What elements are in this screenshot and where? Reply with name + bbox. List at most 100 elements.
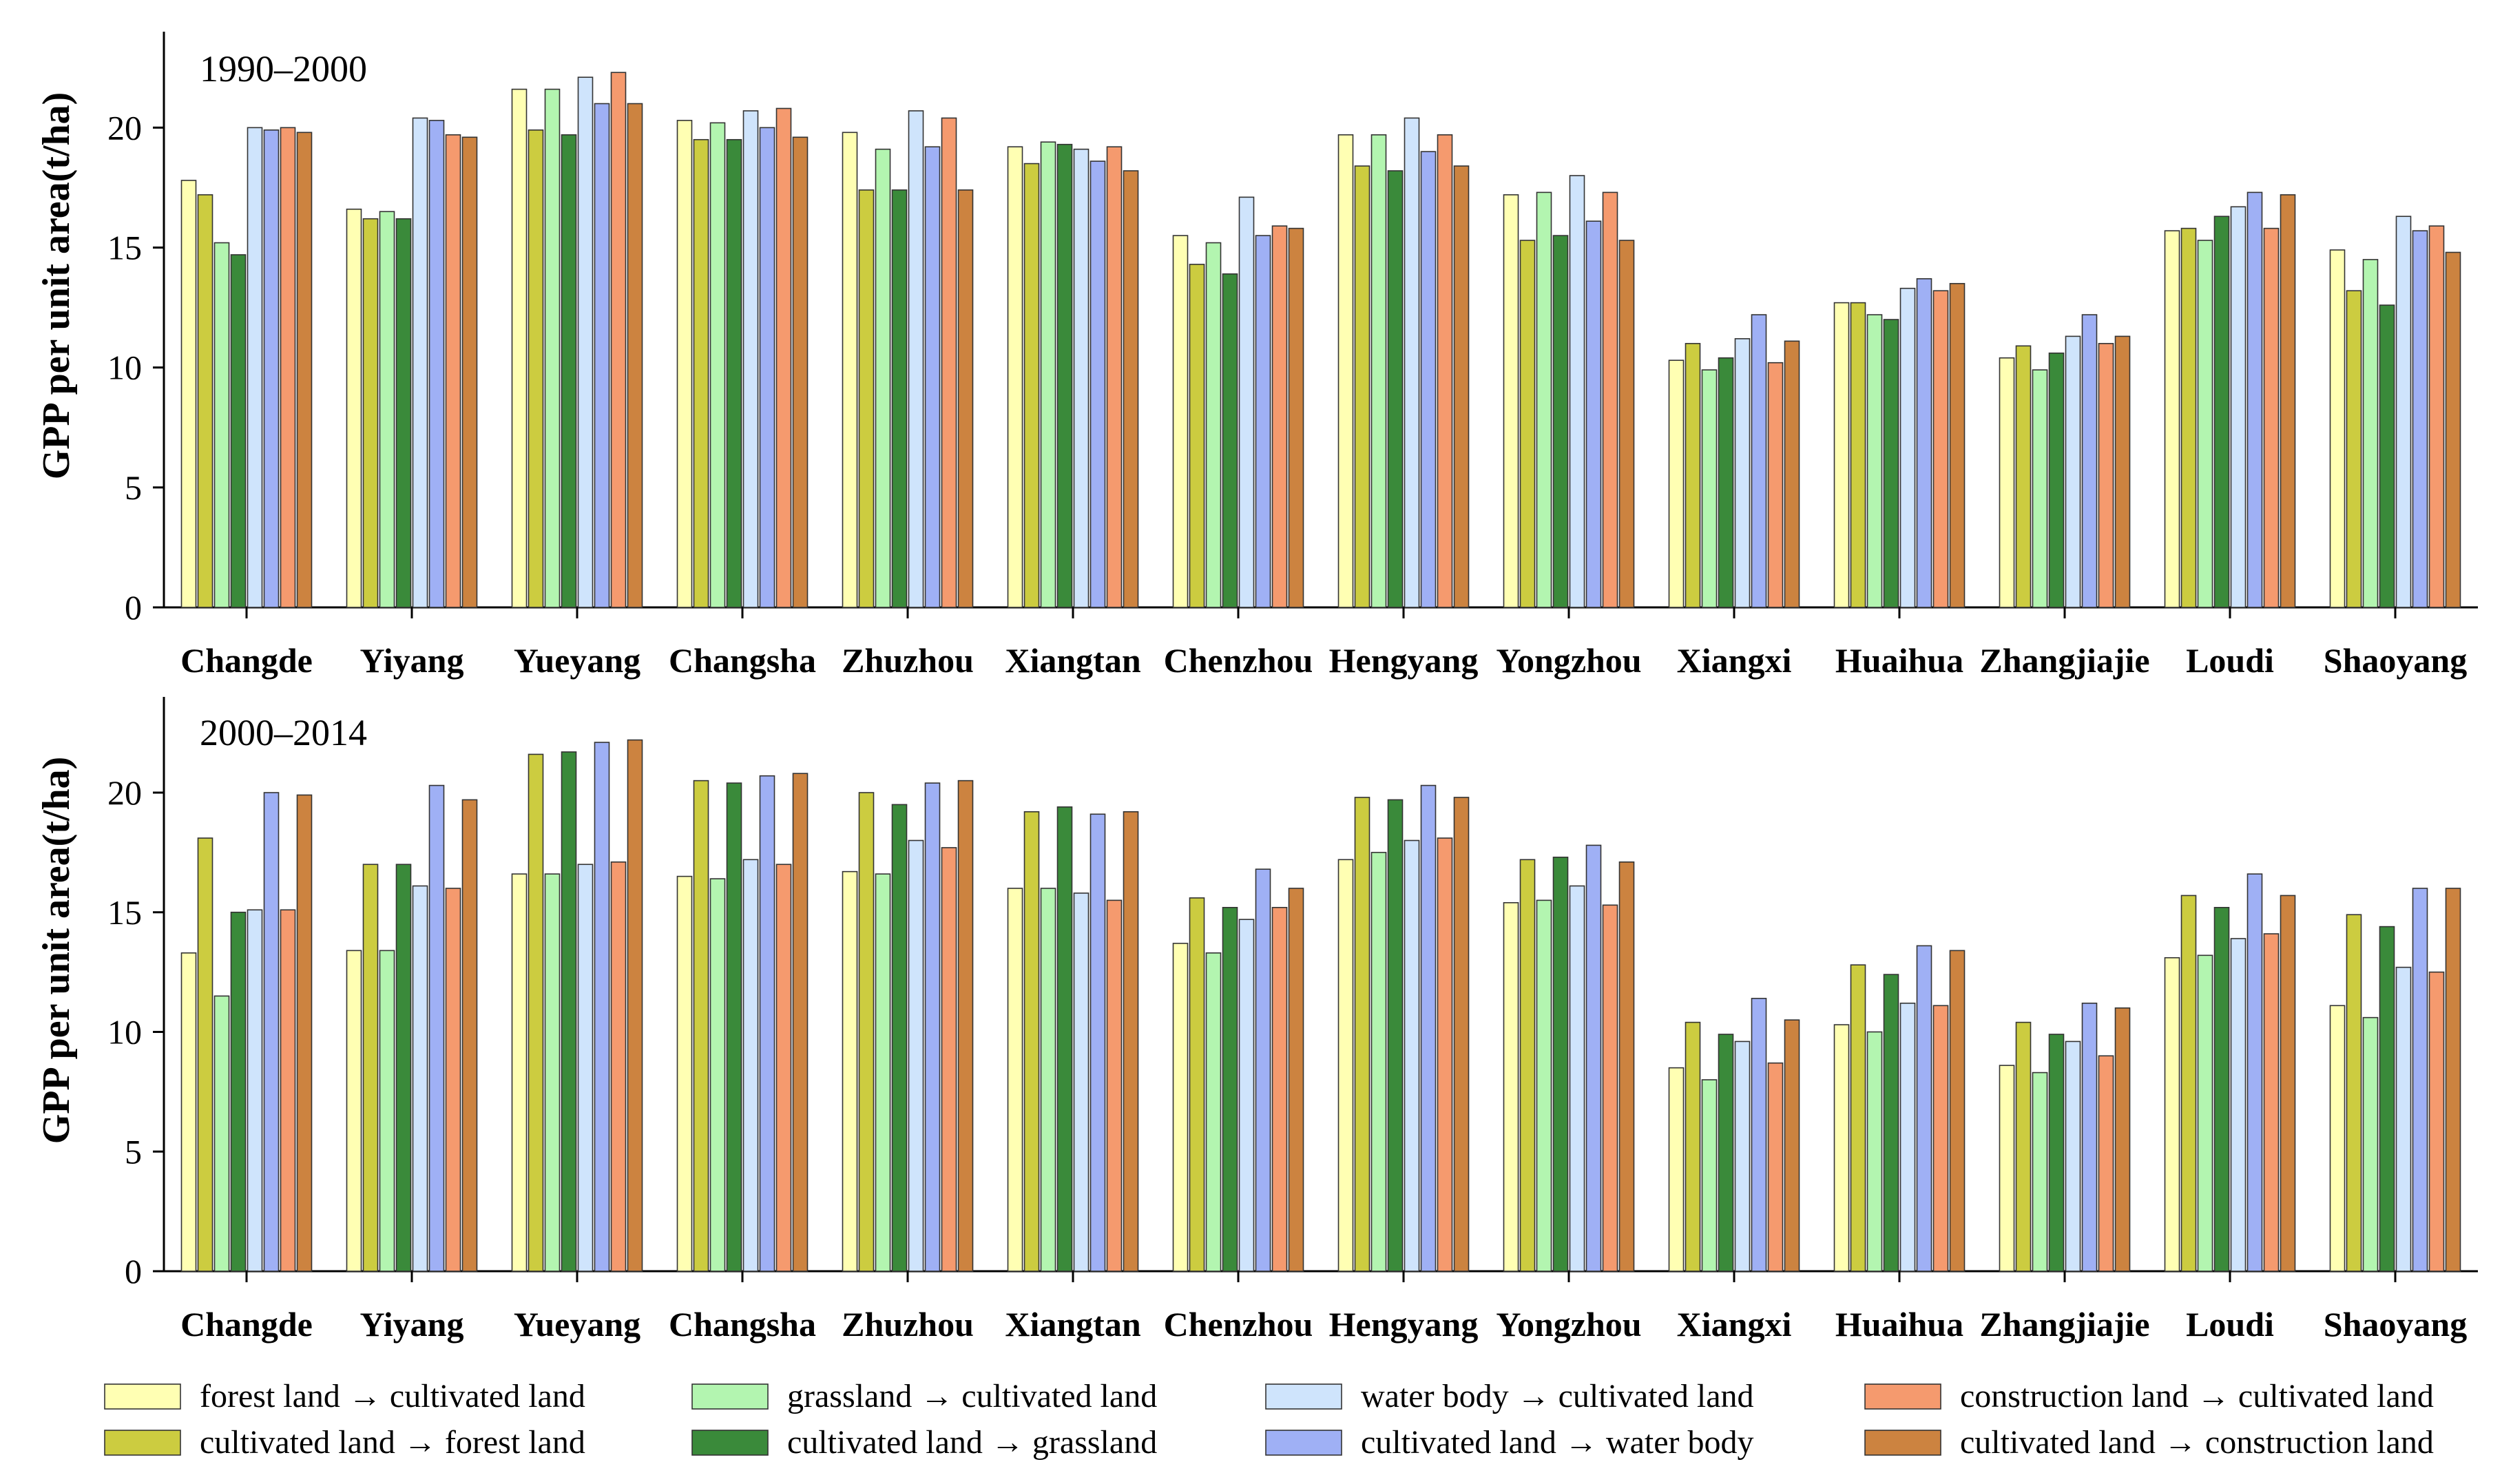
bar-zhuzhou-cultivated-land-water-body xyxy=(924,782,941,1272)
bar-zhuzhou-cultivated-land-forest-land xyxy=(858,792,875,1272)
bar-xiangtan-forest-land-cultivated-land xyxy=(1007,146,1023,608)
bar-loudi-water-body-cultivated-land xyxy=(2230,938,2246,1272)
bar-shaoyang-forest-land-cultivated-land xyxy=(2329,249,2346,608)
x-category-label: Yiyang xyxy=(360,641,464,680)
axes xyxy=(163,697,2478,1273)
bar-zhangjiajie-construction-land-cultivated-land xyxy=(2098,1055,2114,1272)
x-category-label: Shaoyang xyxy=(2324,641,2467,680)
x-category-label: Changde xyxy=(180,1305,313,1344)
bar-changsha-construction-land-cultivated-land xyxy=(775,107,792,608)
bar-huaihua-grassland-cultivated-land xyxy=(1866,1031,1883,1272)
bar-xiangxi-forest-land-cultivated-land xyxy=(1668,1067,1685,1272)
x-category-label: Xiangxi xyxy=(1677,641,1792,680)
bar-shaoyang-grassland-cultivated-land xyxy=(2362,259,2379,608)
x-category-label: Zhuzhou xyxy=(842,641,974,680)
bar-shaoyang-grassland-cultivated-land xyxy=(2362,1016,2379,1272)
bar-xiangtan-cultivated-land-forest-land xyxy=(1023,811,1040,1272)
y-tick-label: 5 xyxy=(125,468,142,507)
legend-label: cultivated land → water body xyxy=(1361,1424,1754,1461)
bar-yongzhou-cultivated-land-grassland xyxy=(1552,857,1569,1272)
bar-zhangjiajie-cultivated-land-forest-land xyxy=(2015,1021,2032,1272)
bar-yiyang-construction-land-cultivated-land xyxy=(445,888,461,1272)
bar-changde-cultivated-land-forest-land xyxy=(197,194,213,608)
bar-zhangjiajie-cultivated-land-grassland xyxy=(2048,352,2065,608)
bar-xiangtan-cultivated-land-construction-land xyxy=(1123,170,1139,608)
bar-changsha-cultivated-land-water-body xyxy=(759,127,775,608)
bar-yiyang-water-body-cultivated-land xyxy=(412,885,428,1272)
x-category-label: Changsha xyxy=(669,641,816,680)
bar-chenzhou-water-body-cultivated-land xyxy=(1238,919,1255,1272)
bar-loudi-cultivated-land-grassland xyxy=(2213,907,2230,1272)
bar-xiangtan-cultivated-land-construction-land xyxy=(1123,811,1139,1272)
x-category-label: Zhangjiajie xyxy=(1979,641,2149,680)
bar-xiangxi-construction-land-cultivated-land xyxy=(1767,362,1784,608)
bar-changsha-water-body-cultivated-land xyxy=(742,859,759,1272)
bar-yiyang-cultivated-land-forest-land xyxy=(362,864,379,1272)
bar-loudi-cultivated-land-forest-land xyxy=(2180,227,2197,608)
bar-zhuzhou-grassland-cultivated-land xyxy=(875,148,891,608)
bar-yueyang-cultivated-land-grassland xyxy=(561,751,577,1272)
legend-swatch xyxy=(104,1430,181,1456)
bar-hengyang-cultivated-land-water-body xyxy=(1420,151,1437,608)
bar-shaoyang-construction-land-cultivated-land xyxy=(2428,225,2445,608)
bar-shaoyang-cultivated-land-forest-land xyxy=(2346,290,2362,608)
y-tick-label: 0 xyxy=(125,1252,142,1290)
panel-title: 1990–2000 xyxy=(200,48,367,90)
bar-huaihua-cultivated-land-grassland xyxy=(1883,974,1899,1272)
bar-changde-construction-land-cultivated-land xyxy=(280,909,296,1272)
bar-chenzhou-forest-land-cultivated-land xyxy=(1172,943,1189,1272)
bar-changde-forest-land-cultivated-land xyxy=(180,952,197,1272)
bar-zhuzhou-forest-land-cultivated-land xyxy=(842,132,858,608)
bar-yiyang-cultivated-land-construction-land xyxy=(461,136,478,608)
bar-hengyang-forest-land-cultivated-land xyxy=(1337,134,1354,608)
x-category-label: Chenzhou xyxy=(1164,641,1313,680)
bar-hengyang-water-body-cultivated-land xyxy=(1404,839,1420,1272)
bar-zhuzhou-water-body-cultivated-land xyxy=(908,110,924,608)
legend-item-construction-land-cultivated-land: construction land → cultivated land xyxy=(1864,1378,2434,1414)
bar-changde-water-body-cultivated-land xyxy=(247,127,263,608)
bar-huaihua-cultivated-land-construction-land xyxy=(1949,282,1966,608)
bar-changde-cultivated-land-grassland xyxy=(230,911,247,1272)
bar-zhuzhou-construction-land-cultivated-land xyxy=(941,117,957,608)
bar-xiangtan-cultivated-land-grassland xyxy=(1056,806,1073,1272)
bar-loudi-cultivated-land-construction-land xyxy=(2280,194,2296,608)
legend-label: water body → cultivated land xyxy=(1361,1378,1754,1414)
bar-yongzhou-cultivated-land-grassland xyxy=(1552,235,1569,608)
bar-changsha-cultivated-land-water-body xyxy=(759,775,775,1272)
legend-swatch xyxy=(1265,1383,1342,1410)
bar-chenzhou-cultivated-land-forest-land xyxy=(1189,897,1205,1272)
bar-zhangjiajie-cultivated-land-water-body xyxy=(2081,1003,2098,1272)
x-category-labels: Changde Yiyang Yueyang Changsha Zhuzhou Xiang… xyxy=(180,1271,2467,1344)
bar-zhangjiajie-grassland-cultivated-land xyxy=(2032,369,2048,608)
bar-yongzhou-grassland-cultivated-land xyxy=(1536,899,1552,1272)
bar-xiangxi-water-body-cultivated-land xyxy=(1734,1041,1751,1272)
bar-changde-cultivated-land-water-body xyxy=(263,129,280,608)
bar-shaoyang-cultivated-land-water-body xyxy=(2412,230,2428,608)
bar-yueyang-water-body-cultivated-land xyxy=(577,864,594,1272)
bar-changde-grassland-cultivated-land xyxy=(213,242,230,608)
legend-label: grassland → cultivated land xyxy=(787,1378,1157,1414)
bar-chenzhou-grassland-cultivated-land xyxy=(1205,242,1222,608)
y-axis-label: GPP per unit area(t/ha) xyxy=(35,92,78,480)
bar-shaoyang-cultivated-land-construction-land xyxy=(2445,888,2461,1272)
bar-loudi-cultivated-land-water-body xyxy=(2246,191,2263,608)
x-category-label: Hengyang xyxy=(1329,1305,1479,1344)
bar-xiangtan-grassland-cultivated-land xyxy=(1040,141,1056,608)
bar-changsha-cultivated-land-construction-land xyxy=(792,136,809,608)
bar-yongzhou-construction-land-cultivated-land xyxy=(1602,191,1618,608)
bar-huaihua-cultivated-land-forest-land xyxy=(1850,302,1866,608)
bar-zhuzhou-forest-land-cultivated-land xyxy=(842,870,858,1272)
bar-chenzhou-grassland-cultivated-land xyxy=(1205,952,1222,1272)
x-category-label: Changsha xyxy=(669,1305,816,1344)
bar-yueyang-water-body-cultivated-land xyxy=(577,76,594,608)
bar-xiangxi-cultivated-land-grassland xyxy=(1718,1034,1734,1272)
bar-yongzhou-construction-land-cultivated-land xyxy=(1602,904,1618,1272)
bar-hengyang-cultivated-land-construction-land xyxy=(1453,165,1470,608)
bar-loudi-forest-land-cultivated-land xyxy=(2164,957,2180,1272)
bar-chenzhou-cultivated-land-water-body xyxy=(1255,868,1271,1272)
bar-chenzhou-cultivated-land-grassland xyxy=(1222,907,1238,1272)
bar-yongzhou-cultivated-land-water-body xyxy=(1585,220,1602,608)
bar-xiangxi-forest-land-cultivated-land xyxy=(1668,359,1685,608)
bar-shaoyang-cultivated-land-grassland xyxy=(2379,304,2395,608)
bar-xiangxi-cultivated-land-water-body xyxy=(1751,314,1767,608)
